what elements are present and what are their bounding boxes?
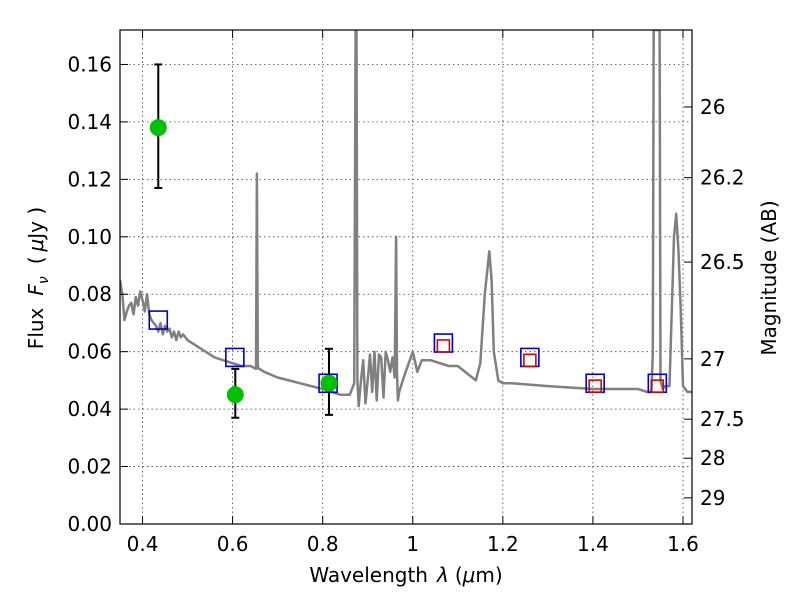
x-tick-label: 0.4 — [127, 532, 159, 556]
y-tick-label: 0.00 — [67, 512, 112, 536]
right-tick-label: 29 — [700, 486, 725, 510]
y-tick-label: 0.14 — [67, 110, 112, 134]
x-ticks: 0.4 0.6 0.8 1 1.2 1.4 1.6 — [127, 30, 699, 556]
observed-point — [149, 119, 167, 137]
x-tick-label: 1.6 — [667, 532, 699, 556]
right-tick-label: 26.5 — [700, 250, 745, 274]
y-tick-label: 0.08 — [67, 282, 112, 306]
right-tick-label: 27.5 — [700, 407, 745, 431]
y-tick-label: 0.10 — [67, 225, 112, 249]
model-square — [148, 310, 169, 330]
observed-point — [226, 386, 244, 404]
x-tick-label: 0.6 — [217, 532, 249, 556]
plot-frame — [119, 29, 693, 525]
x-tick-label: 1.2 — [487, 532, 519, 556]
inner-square — [588, 379, 602, 393]
right-ticks: 26 26.2 26.5 27 27.5 28 29 — [684, 95, 745, 510]
y-axis-label: FluxFν(μJy ) — [24, 207, 52, 349]
x-tick-label: 1.4 — [577, 532, 609, 556]
x-tick-label: 0.8 — [307, 532, 339, 556]
inner-square — [650, 379, 665, 393]
observed-point — [320, 374, 338, 392]
y-tick-label: 0.16 — [67, 52, 112, 76]
spectrum-line — [120, 30, 692, 408]
model-spectrum — [120, 30, 692, 408]
x-tick-label: 1 — [406, 532, 419, 556]
right-tick-label: 28 — [700, 446, 725, 470]
right-tick-label: 26.2 — [700, 166, 745, 190]
right-tick-label: 27 — [700, 347, 725, 371]
right-tick-label: 26 — [700, 95, 725, 119]
y-tick-label: 0.02 — [67, 455, 112, 479]
y-tick-label: 0.06 — [67, 340, 112, 364]
inner-square — [523, 353, 537, 368]
x-axis-label: Wavelength λ (μm) — [309, 563, 502, 587]
model-square — [225, 347, 245, 368]
y-tick-label: 0.04 — [67, 397, 112, 421]
right-axis-label: Magnitude (AB) — [757, 200, 781, 355]
data-markers — [148, 63, 668, 419]
y-tick-label: 0.12 — [67, 167, 112, 191]
y-ticks: 0.00 0.02 0.04 0.06 0.08 0.10 0.12 0.14 0.16 — [67, 52, 128, 536]
inner-square — [436, 339, 451, 353]
